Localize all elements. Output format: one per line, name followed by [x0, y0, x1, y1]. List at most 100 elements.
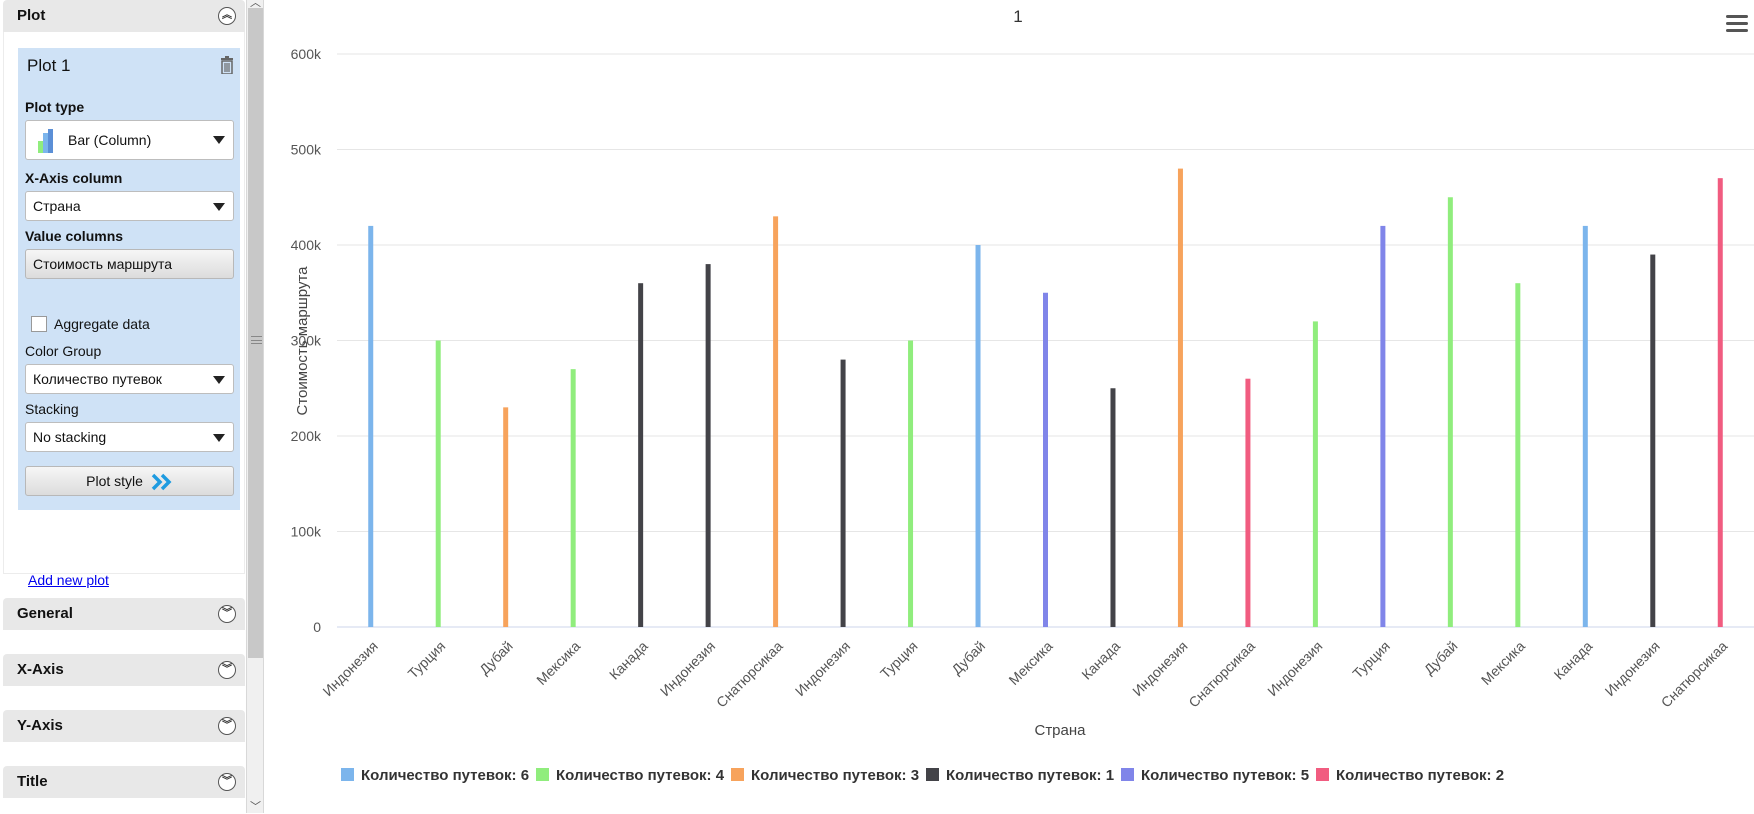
chevron-down-icon [213, 376, 225, 384]
double-chevron-down-icon[interactable]: ︾ [218, 605, 236, 623]
bar-chart: 1 Индонезия Турция Дубай Мексика Канада Индон… [291, 7, 1754, 784]
plot-card-title: Plot 1 [27, 56, 71, 75]
y-tick-label: 200k [291, 428, 322, 444]
x-tick-label: Турция [405, 638, 449, 682]
legend-item[interactable]: Количество путевок: 2 [1316, 767, 1504, 784]
legend-item[interactable]: Количество путевок: 3 [731, 767, 919, 784]
bar[interactable] [1447, 197, 1453, 627]
bar[interactable] [1717, 178, 1723, 627]
legend-label: Количество путевок: 4 [556, 767, 725, 784]
legend-swatch [1316, 768, 1329, 781]
aggregate-data-label: Aggregate data [54, 316, 150, 332]
x-tick-label: Индонезия [792, 638, 853, 699]
bar[interactable] [1380, 225, 1386, 627]
x-axis-column-label: X-Axis column [25, 170, 123, 186]
bar[interactable] [368, 225, 374, 627]
plot-card: Plot 1 Plot type Bar (Column) X-Axis [18, 48, 240, 510]
section-header-x-axis[interactable]: X-Axis ︾ [3, 654, 245, 686]
y-axis-title: Стоимость маршрута [294, 266, 311, 416]
scroll-down-icon[interactable]: ﹀ [250, 801, 261, 813]
bar[interactable] [1177, 168, 1183, 627]
legend-label: Количество путевок: 5 [1141, 767, 1309, 784]
plot-type-select[interactable]: Bar (Column) [25, 120, 234, 160]
chart-title: 1 [1013, 7, 1022, 26]
bar[interactable] [570, 369, 576, 627]
x-tick-label: Снатюрсикаа [1658, 638, 1731, 711]
legend-label: Количество путевок: 3 [751, 767, 919, 784]
x-tick-label: Индонезия [1602, 638, 1663, 699]
legend-label: Количество путевок: 1 [946, 767, 1114, 784]
plot-section-body: Plot 1 Plot type Bar (Column) X-Axis [3, 32, 245, 588]
stacking-select[interactable]: No stacking [25, 422, 234, 452]
x-tick-label: Индонезия [657, 638, 718, 699]
legend-item[interactable]: Количество путевок: 6 [341, 767, 529, 784]
bar[interactable] [1515, 283, 1521, 627]
x-tick-label: Дубай [1421, 638, 1461, 678]
legend-item[interactable]: Количество путевок: 4 [536, 767, 725, 784]
bar[interactable] [1312, 321, 1318, 627]
bar[interactable] [705, 264, 711, 627]
bar[interactable] [773, 216, 779, 627]
section-header-y-axis[interactable]: Y-Axis ︾ [3, 710, 245, 742]
plot-type-label: Plot type [25, 99, 85, 115]
sidebar-scrollbar[interactable]: ︿ ﹀ [246, 0, 264, 813]
x-tick-label: Мексика [1005, 638, 1055, 688]
section-title-x-axis: X-Axis [17, 661, 64, 678]
trash-icon[interactable] [220, 56, 234, 74]
bar[interactable] [435, 340, 441, 628]
y-tick-label: 500k [291, 142, 322, 158]
plot-style-button[interactable]: Plot style [25, 466, 234, 496]
bar-chart-icon [38, 129, 53, 153]
x-axis-column-value: Страна [33, 198, 81, 214]
add-new-plot-link[interactable]: Add new plot [28, 572, 109, 588]
scrollbar-thumb[interactable] [248, 8, 263, 658]
x-tick-label: Снатюрсикаа [713, 638, 786, 711]
x-tick-label: Снатюрсикаа [1185, 638, 1258, 711]
section-header-general[interactable]: General ︾ [3, 598, 245, 630]
x-tick-label: Индонезия [319, 638, 380, 699]
chevron-down-icon [213, 136, 225, 144]
x-tick-label: Индонезия [1129, 638, 1190, 699]
double-chevron-right-icon [151, 474, 172, 491]
bar[interactable] [1650, 254, 1656, 628]
y-tick-label: 300k [291, 333, 322, 349]
value-columns-label: Value columns [25, 228, 124, 244]
double-chevron-down-icon[interactable]: ︾ [218, 661, 236, 679]
bar[interactable] [1245, 378, 1251, 627]
legend-item[interactable]: Количество путевок: 1 [926, 767, 1114, 784]
bar[interactable] [1043, 292, 1048, 627]
x-tick-label: Дубай [476, 638, 516, 678]
y-tick-label: 600k [291, 46, 322, 62]
bar[interactable] [1582, 225, 1588, 627]
chart-area: 1 Индонезия Турция Дубай Мексика Канада Индон… [264, 0, 1754, 813]
section-header-title[interactable]: Title ︾ [3, 766, 245, 798]
y-tick-label: 0 [313, 619, 321, 635]
bar[interactable] [840, 359, 846, 627]
hamburger-menu-icon[interactable] [1726, 14, 1748, 32]
double-chevron-down-icon[interactable]: ︾ [218, 773, 236, 791]
bar[interactable] [908, 340, 914, 628]
color-group-select[interactable]: Количество путевок [25, 364, 234, 394]
x-tick-label: Индонезия [1264, 638, 1325, 699]
aggregate-data-checkbox[interactable] [31, 316, 47, 332]
bar[interactable] [503, 407, 509, 627]
double-chevron-down-icon[interactable]: ︾ [218, 717, 236, 735]
x-tick-label: Мексика [533, 638, 583, 688]
bar[interactable] [1110, 388, 1116, 627]
legend-swatch [341, 768, 354, 781]
stacking-label: Stacking [25, 401, 79, 417]
legend-swatch [731, 768, 744, 781]
legend-item[interactable]: Количество путевок: 5 [1121, 767, 1309, 784]
legend-swatch [926, 768, 939, 781]
double-chevron-up-icon[interactable]: ︽ [218, 7, 236, 25]
x-axis-column-select[interactable]: Страна [25, 191, 234, 221]
chart-legend: Количество путевок: 6 Количество путевок:… [341, 767, 1504, 784]
section-header-plot[interactable]: Plot ︽ [3, 0, 245, 32]
stacking-value: No stacking [33, 429, 107, 445]
chart-settings-panel: Plot ︽ Plot 1 Plot type Bar (Column) [0, 0, 246, 813]
value-column-button[interactable]: Стоимость маршрута [25, 249, 234, 279]
bar[interactable] [638, 283, 644, 627]
scroll-up-icon[interactable]: ︿ [250, 0, 261, 9]
bar[interactable] [975, 245, 981, 627]
section-title-general: General [17, 605, 73, 622]
